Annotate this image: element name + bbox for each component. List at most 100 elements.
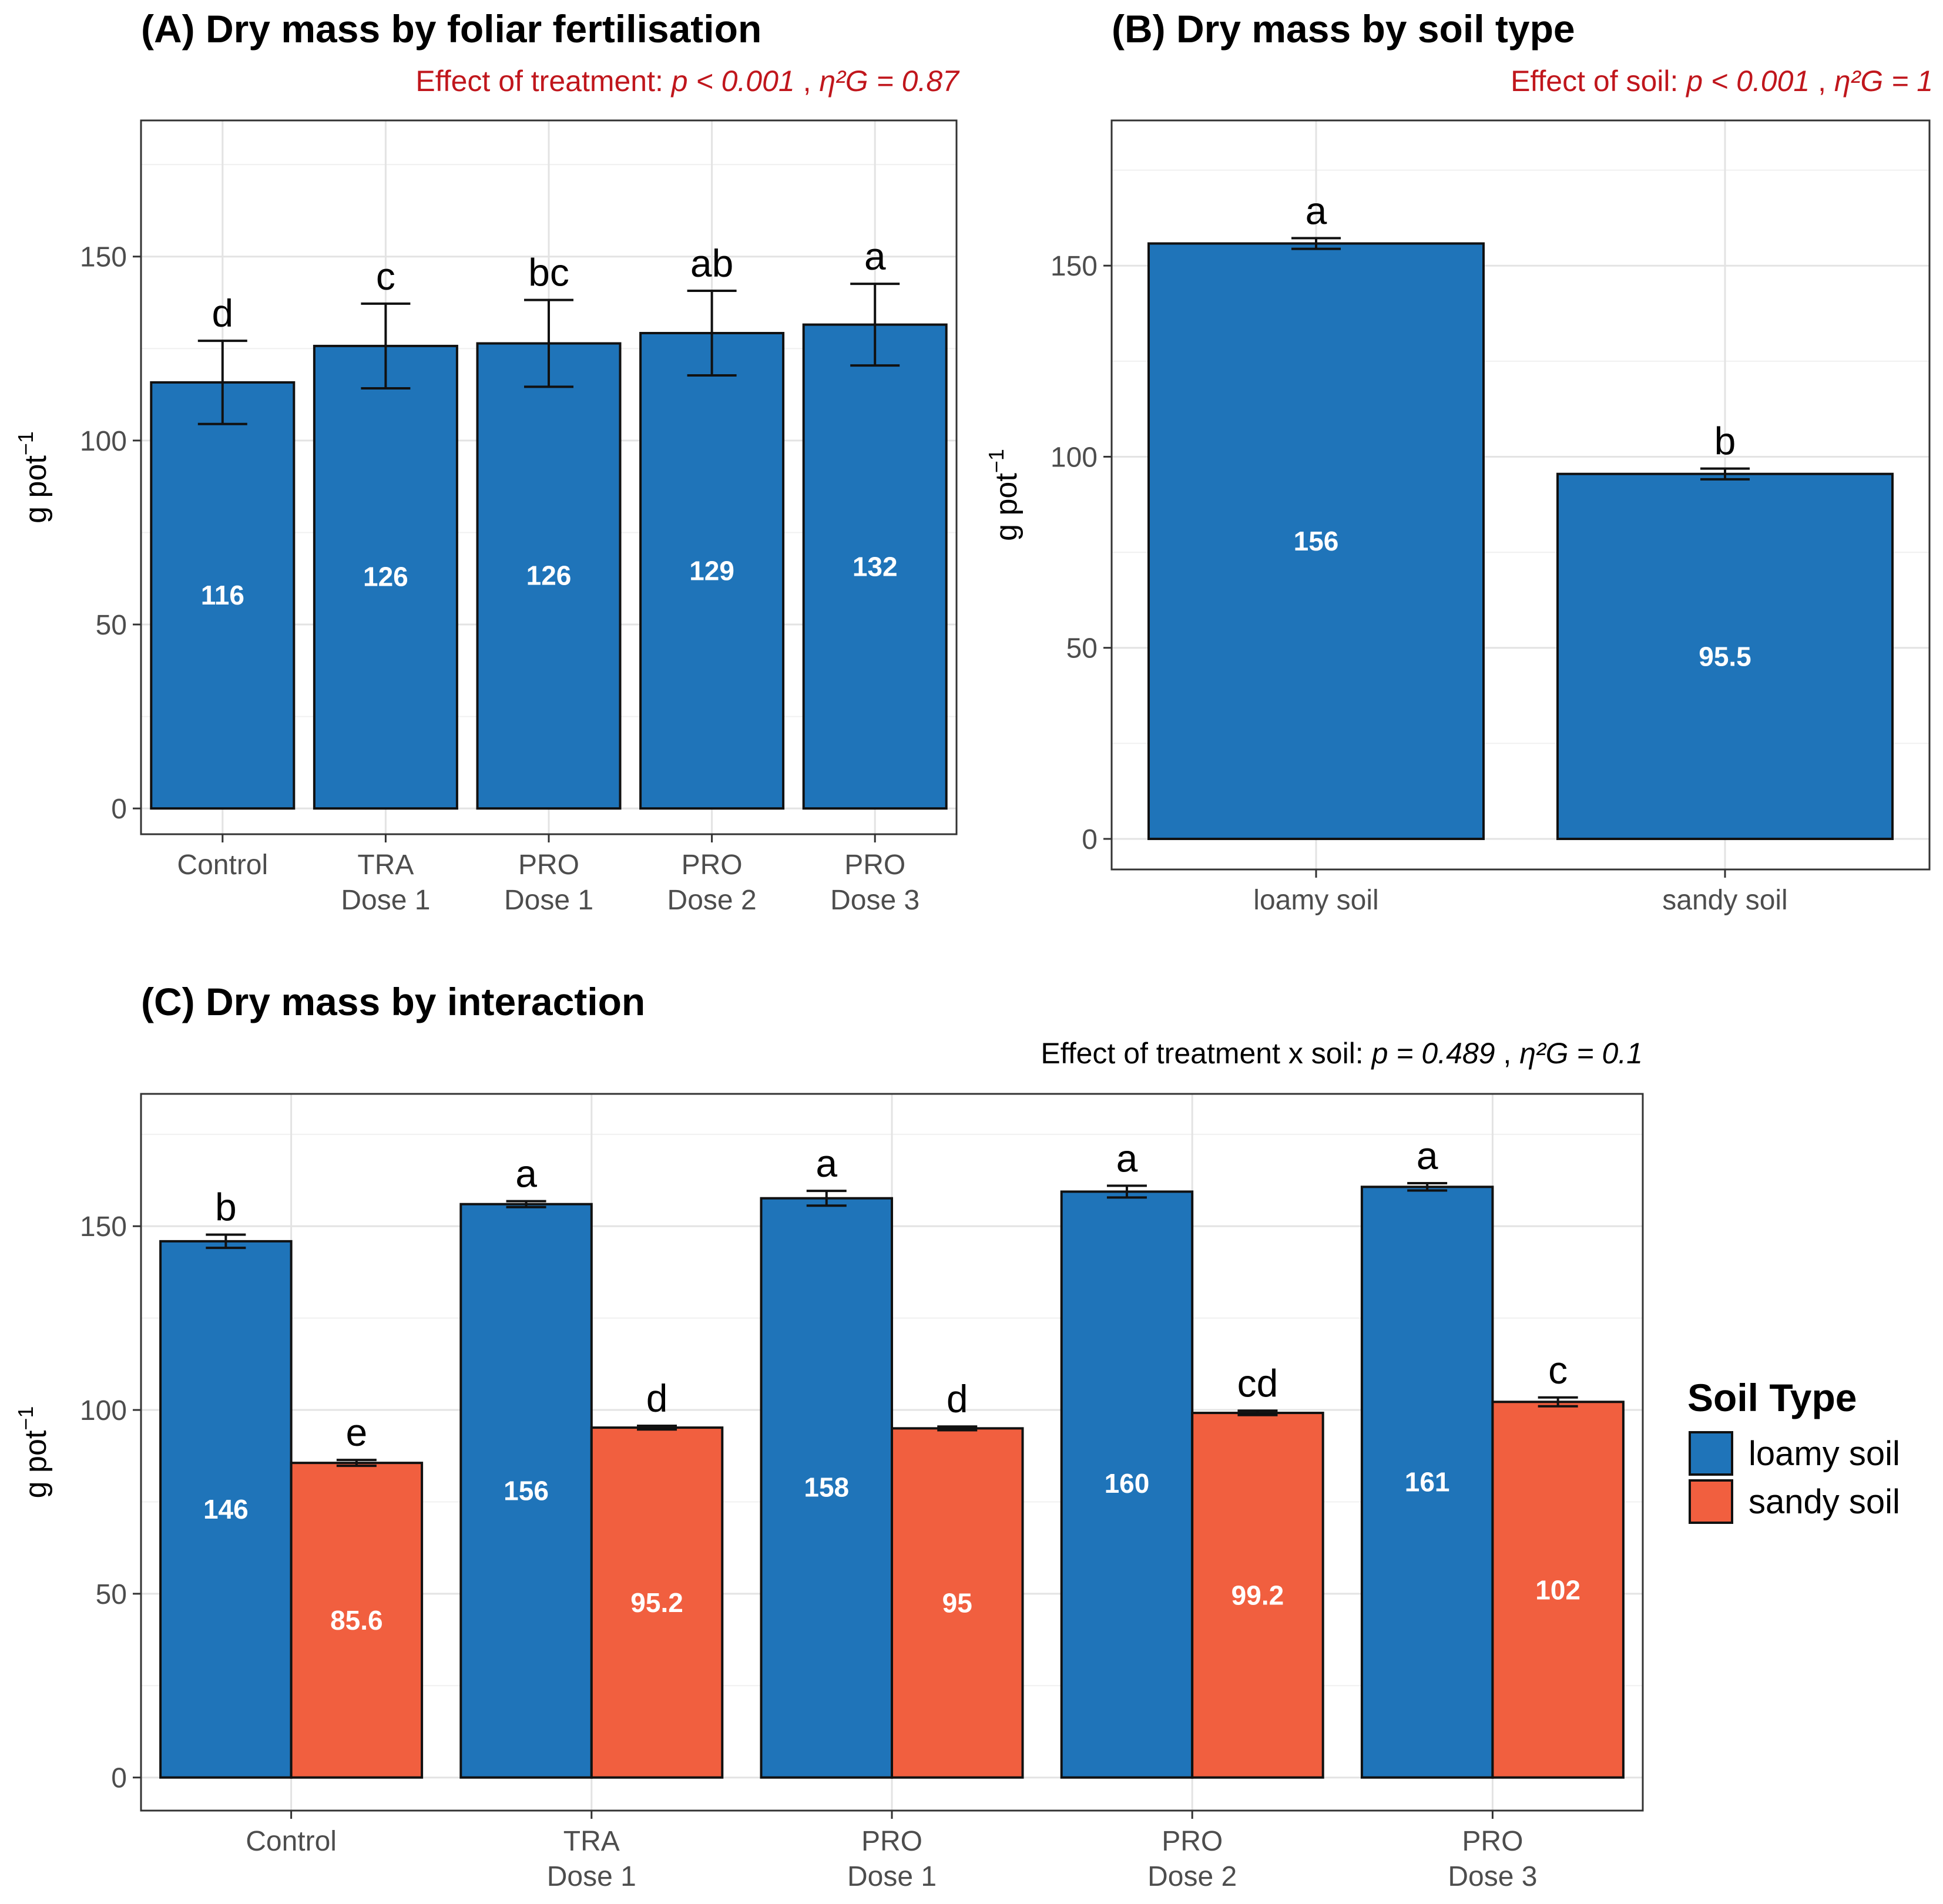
y-axis-label-text: g pot xyxy=(19,1430,53,1498)
panel-title: (B) Dry mass by soil type xyxy=(1112,7,1575,51)
y-axis-label-text: g pot xyxy=(989,473,1023,541)
bar xyxy=(1191,1412,1324,1779)
x-tick-label: Dose 2 xyxy=(1147,1861,1237,1892)
significance-letter: c xyxy=(1548,1348,1568,1392)
y-tick-label: 0 xyxy=(1082,824,1098,855)
subtitle-stat: η²G = 0.87 xyxy=(819,65,960,98)
data-label: 116 xyxy=(201,580,244,610)
x-tick-label: Dose 1 xyxy=(504,885,593,916)
y-tick-label: 50 xyxy=(1066,633,1098,664)
legend: Soil Type loamy soil sandy soil xyxy=(1687,1376,1900,1524)
panel-A: (A) Dry mass by foliar fertilisation Effe… xyxy=(14,7,960,916)
significance-letter: a xyxy=(816,1141,837,1185)
data-label: 85.6 xyxy=(330,1605,383,1636)
bar xyxy=(760,1197,893,1779)
legend-label: loamy soil xyxy=(1749,1435,1900,1473)
data-label: 158 xyxy=(804,1472,849,1502)
x-tick-label: TRA xyxy=(357,849,414,881)
y-axis-label-text: g pot xyxy=(19,455,53,523)
subtitle-stat: p < 0.001 xyxy=(1685,65,1810,98)
x-tick-label: Dose 3 xyxy=(1448,1861,1537,1892)
y-tick-label: 0 xyxy=(111,1763,127,1794)
y-tick-label: 150 xyxy=(1051,251,1098,282)
y-axis-label-sup: −1 xyxy=(984,449,1008,473)
y-axis-label-sup: −1 xyxy=(14,431,38,455)
significance-letter: a xyxy=(515,1152,537,1196)
significance-letter: c xyxy=(376,254,395,298)
significance-letter: b xyxy=(215,1186,237,1229)
x-tick-label: Control xyxy=(177,849,268,881)
data-label: 161 xyxy=(1405,1467,1450,1497)
significance-letter: d xyxy=(212,291,233,335)
panel-C: (C) Dry mass by interaction Effect of tre… xyxy=(14,980,1644,1892)
bar xyxy=(1360,1186,1494,1779)
x-tick-label: PRO xyxy=(1162,1826,1223,1857)
subtitle-text: Effect of treatment: xyxy=(415,65,671,98)
data-label: 160 xyxy=(1105,1468,1150,1499)
y-tick-label: 150 xyxy=(80,242,127,273)
data-label: 95.5 xyxy=(1699,642,1751,672)
data-label: 99.2 xyxy=(1231,1580,1284,1610)
panel-subtitle: Effect of treatment x soil: p = 0.489 , … xyxy=(1041,1037,1643,1070)
subtitle-stat: η²G = 1 xyxy=(1834,65,1933,98)
x-tick-label: Dose 1 xyxy=(341,885,430,916)
subtitle-text: , xyxy=(1495,1037,1520,1070)
y-tick-label: 150 xyxy=(80,1211,127,1243)
legend-swatch xyxy=(1689,1431,1733,1476)
data-label: 146 xyxy=(203,1494,249,1524)
x-tick-label: Dose 2 xyxy=(667,885,757,916)
x-tick-label: PRO xyxy=(1462,1826,1523,1857)
data-label: 132 xyxy=(853,552,898,582)
data-label: 126 xyxy=(526,560,572,591)
y-tick-label: 100 xyxy=(1051,442,1098,473)
significance-letter: b xyxy=(1714,419,1736,463)
y-tick-label: 0 xyxy=(111,794,127,825)
bar xyxy=(313,344,458,810)
bar xyxy=(590,1426,724,1779)
x-tick-label: Dose 3 xyxy=(830,885,920,916)
bar xyxy=(1556,472,1894,840)
x-tick-label: PRO xyxy=(844,849,905,881)
data-label: 156 xyxy=(1294,526,1339,556)
data-label: 95 xyxy=(942,1588,972,1618)
significance-letter: a xyxy=(1116,1136,1138,1180)
y-tick-label: 100 xyxy=(80,1395,127,1426)
significance-letter: bc xyxy=(528,251,569,294)
panel-B: (B) Dry mass by soil type Effect of soil:… xyxy=(984,7,1933,916)
subtitle-text: Effect of treatment x soil: xyxy=(1041,1037,1371,1070)
bar xyxy=(150,381,296,810)
y-tick-label: 50 xyxy=(96,610,127,641)
plot-border xyxy=(1110,119,1931,871)
legend-title: Soil Type xyxy=(1687,1376,1857,1419)
significance-letter: ab xyxy=(690,241,733,285)
data-label: 129 xyxy=(689,556,734,586)
significance-letter: e xyxy=(345,1411,367,1454)
x-tick-label: Dose 1 xyxy=(847,1861,937,1892)
significance-letter: cd xyxy=(1237,1361,1278,1405)
panel-subtitle: Effect of treatment: p < 0.001 , η²G = 0… xyxy=(415,65,960,98)
subtitle-stat: p < 0.001 xyxy=(670,65,795,98)
bar xyxy=(1147,242,1485,840)
bar xyxy=(159,1240,293,1779)
bar xyxy=(891,1427,1024,1779)
significance-letter: a xyxy=(1306,189,1327,232)
x-tick-label: PRO xyxy=(518,849,579,881)
y-axis-label: g pot−1 xyxy=(984,449,1023,541)
data-label: 102 xyxy=(1535,1575,1580,1606)
bar xyxy=(476,342,622,810)
legend-swatch xyxy=(1689,1479,1733,1524)
bar xyxy=(639,331,785,810)
bar xyxy=(1491,1401,1625,1779)
data-label: 156 xyxy=(504,1476,549,1506)
legend-label: sandy soil xyxy=(1749,1483,1900,1521)
y-axis-label: g pot−1 xyxy=(14,1406,53,1499)
subtitle-stat: p = 0.489 xyxy=(1371,1037,1495,1070)
x-tick-label: Control xyxy=(246,1826,337,1857)
panel-title: (A) Dry mass by foliar fertilisation xyxy=(141,7,761,51)
significance-letter: a xyxy=(1417,1134,1438,1177)
panel-subtitle: Effect of soil: p < 0.001 , η²G = 1 xyxy=(1511,65,1933,98)
x-tick-label: sandy soil xyxy=(1662,885,1787,916)
x-tick-label: loamy soil xyxy=(1253,885,1378,916)
panel-title: (C) Dry mass by interaction xyxy=(141,980,645,1023)
